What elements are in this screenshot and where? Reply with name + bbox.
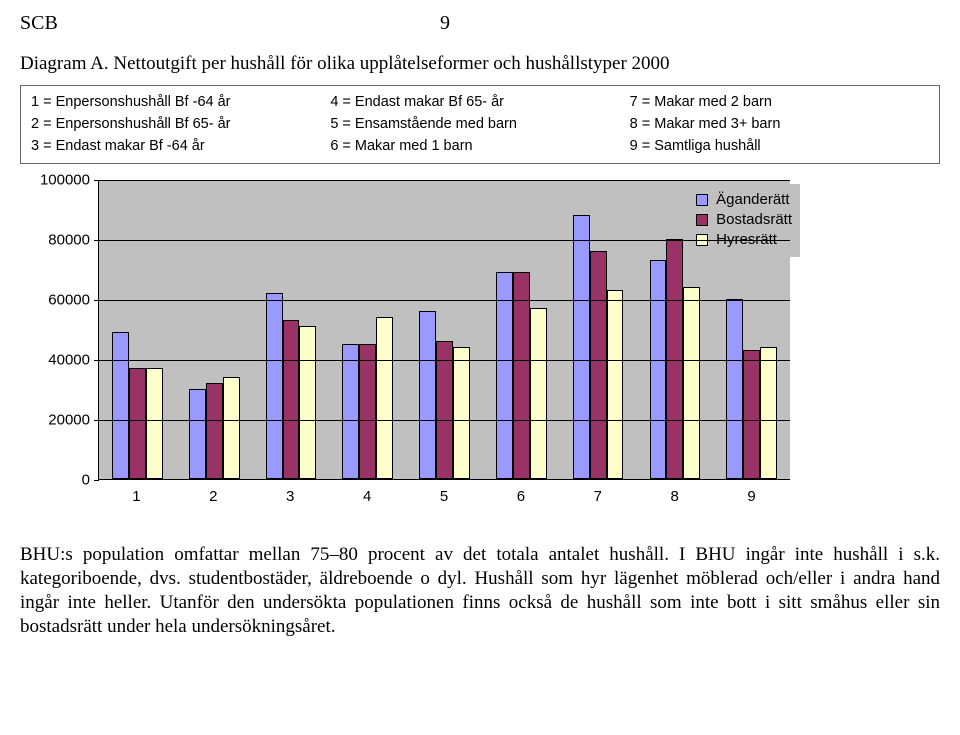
def-line: 9 = Samtliga hushåll	[630, 136, 929, 158]
legend-item: Bostadsrätt	[696, 211, 792, 228]
y-tick-label: 80000	[30, 232, 90, 249]
bar-group	[560, 180, 637, 479]
bar-group	[99, 180, 176, 479]
y-tick	[94, 420, 99, 421]
bar	[453, 347, 470, 479]
plot-area: ÄganderättBostadsrättHyresrätt	[98, 180, 790, 480]
bar-group	[176, 180, 253, 479]
bar	[376, 317, 393, 479]
bar	[283, 320, 300, 479]
def-line: 2 = Enpersonshushåll Bf 65- år	[31, 114, 330, 136]
bar	[206, 383, 223, 479]
bar	[419, 311, 436, 479]
grid-line	[99, 360, 790, 361]
grid-line	[99, 300, 790, 301]
bar	[650, 260, 667, 479]
x-tick-label: 4	[329, 480, 406, 505]
y-tick-label: 0	[30, 472, 90, 489]
bar	[513, 272, 530, 479]
y-tick-label: 20000	[30, 412, 90, 429]
bar	[146, 368, 163, 479]
bar	[299, 326, 316, 479]
bar	[112, 332, 129, 479]
def-line: 6 = Makar med 1 barn	[330, 136, 629, 158]
bar	[496, 272, 513, 479]
x-tick-label: 7	[559, 480, 636, 505]
legend-label: Bostadsrätt	[716, 211, 792, 228]
bar-groups	[99, 180, 790, 479]
bar-group	[483, 180, 560, 479]
header-source: SCB	[20, 12, 440, 35]
y-tick	[94, 240, 99, 241]
x-tick-label: 3	[252, 480, 329, 505]
bar	[743, 350, 760, 479]
bar	[590, 251, 607, 479]
body-paragraph: BHU:s population omfattar mellan 75–80 p…	[20, 543, 940, 638]
defs-col-3: 7 = Makar med 2 barn 8 = Makar med 3+ ba…	[630, 92, 929, 157]
def-line: 1 = Enpersonshushåll Bf -64 år	[31, 92, 330, 114]
def-line: 7 = Makar med 2 barn	[630, 92, 929, 114]
bar	[189, 389, 206, 479]
bar	[129, 368, 146, 479]
def-line: 3 = Endast makar Bf -64 år	[31, 136, 330, 158]
bar	[683, 287, 700, 479]
category-definitions: 1 = Enpersonshushåll Bf -64 år 2 = Enper…	[20, 85, 940, 164]
grid-line	[99, 420, 790, 421]
legend-swatch	[696, 194, 708, 206]
x-tick-label: 5	[406, 480, 483, 505]
legend-label: Äganderätt	[716, 191, 789, 208]
header-page-number: 9	[440, 12, 450, 35]
page-header: SCB 9	[20, 12, 940, 35]
legend-swatch	[696, 214, 708, 226]
defs-col-1: 1 = Enpersonshushåll Bf -64 år 2 = Enper…	[31, 92, 330, 157]
bar	[760, 347, 777, 479]
y-tick-label: 60000	[30, 292, 90, 309]
bar-chart: 020000400006000080000100000 ÄganderättBo…	[30, 180, 790, 505]
y-tick-label: 40000	[30, 352, 90, 369]
def-line: 8 = Makar med 3+ barn	[630, 114, 929, 136]
bar-group	[406, 180, 483, 479]
def-line: 4 = Endast makar Bf 65- år	[330, 92, 629, 114]
x-tick-label: 2	[175, 480, 252, 505]
y-tick	[94, 480, 99, 481]
bar	[436, 341, 453, 479]
x-tick-label: 9	[713, 480, 790, 505]
bar	[342, 344, 359, 479]
bar	[530, 308, 547, 479]
bar	[266, 293, 283, 479]
y-tick	[94, 360, 99, 361]
grid-line	[99, 240, 790, 241]
bar-group	[253, 180, 330, 479]
defs-col-2: 4 = Endast makar Bf 65- år 5 = Ensamståe…	[330, 92, 629, 157]
def-line: 5 = Ensamstående med barn	[330, 114, 629, 136]
x-tick-label: 8	[636, 480, 713, 505]
x-tick-label: 1	[98, 480, 175, 505]
y-tick-label: 100000	[30, 172, 90, 189]
y-tick	[94, 300, 99, 301]
bar-group	[329, 180, 406, 479]
bar	[607, 290, 624, 479]
bar	[666, 239, 683, 479]
legend-item: Äganderätt	[696, 191, 792, 208]
bar	[359, 344, 376, 479]
x-tick-label: 6	[482, 480, 559, 505]
bar	[573, 215, 590, 479]
bar	[726, 299, 743, 479]
x-axis-labels: 123456789	[98, 480, 790, 505]
bar	[223, 377, 240, 479]
series-legend: ÄganderättBostadsrättHyresrätt	[690, 184, 800, 257]
diagram-title: Diagram A. Nettoutgift per hushåll för o…	[20, 53, 940, 75]
grid-line	[99, 180, 790, 181]
y-tick	[94, 180, 99, 181]
y-axis-labels: 020000400006000080000100000	[30, 180, 90, 480]
